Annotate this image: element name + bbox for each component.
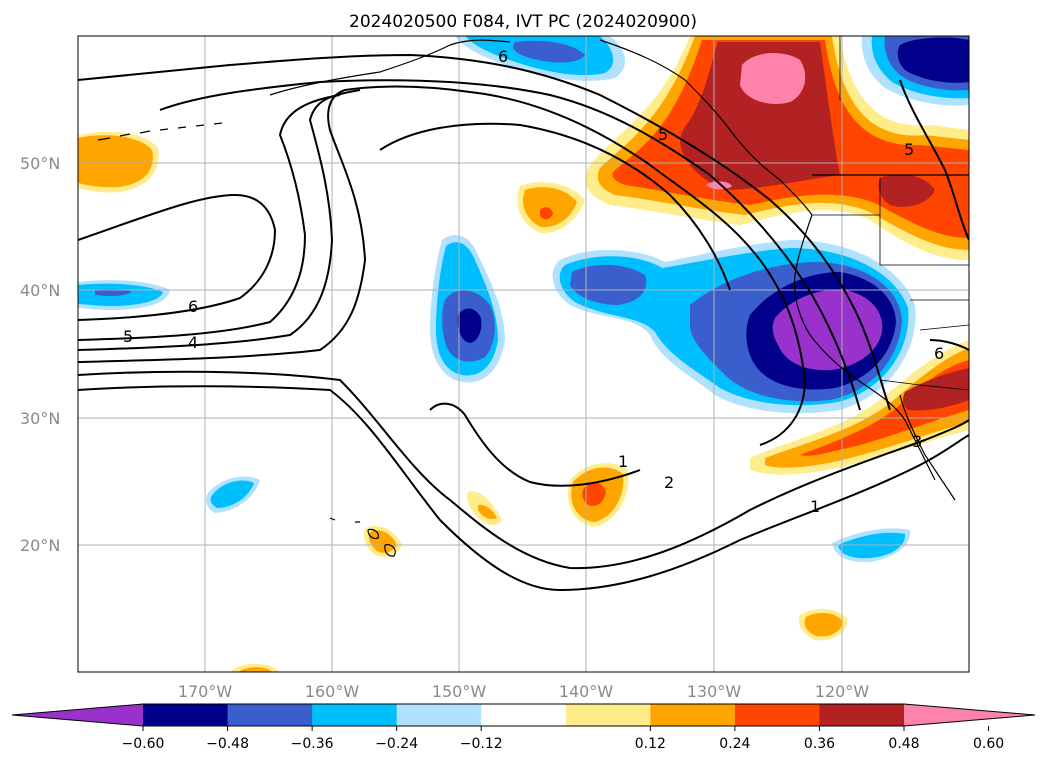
contour-label-2-south: 2 — [664, 473, 674, 492]
alaska-coast — [269, 39, 511, 96]
colorbar-tick-label: −0.36 — [291, 736, 334, 752]
contour-line-5 — [78, 94, 341, 341]
lat-label: 30°N — [20, 409, 60, 428]
colorbar-tick-label: 0.12 — [635, 736, 666, 752]
colorbar-tick-label: 0.48 — [888, 736, 919, 752]
contour-line-2 — [78, 370, 969, 570]
contour-label-5-east: 5 — [904, 140, 914, 159]
colorbar-segment — [650, 704, 736, 726]
colorbar-tick-label: −0.12 — [460, 736, 503, 752]
contour-line-12 — [429, 402, 641, 487]
lon-label: 120°W — [815, 682, 870, 701]
mexico-border — [879, 379, 969, 391]
contour-line-4 — [78, 89, 361, 351]
positive-anomaly-hawaii-inner — [368, 530, 397, 553]
colorbar-extend-high — [904, 704, 1035, 726]
lon-label: 140°W — [559, 682, 614, 701]
map-title: 2024020500 F084, IVT PC (2024020900) — [349, 12, 697, 32]
lon-label: 160°W — [305, 682, 360, 701]
positive-anomaly-south-inner — [804, 612, 843, 637]
contour-label-6-west: 6 — [188, 297, 198, 316]
positive-anomaly-ne-pacific-peak — [740, 53, 806, 105]
contour-label-1-south: 1 — [618, 452, 628, 471]
contour-label-3-east: 3 — [912, 432, 922, 451]
aleutian-islands — [97, 122, 223, 141]
positive-anomaly-small1-core — [540, 207, 553, 220]
negative-anomaly-gulf-alaska-core — [513, 40, 585, 63]
positive-anomaly-bottom-left-inner — [238, 667, 272, 672]
contour-label-5-west: 5 — [123, 327, 133, 346]
lon-label: 130°W — [687, 682, 742, 701]
map-area: 6 5 4 6 5 1 2 1 6 5 3 — [78, 36, 969, 672]
lat-label: 50°N — [20, 154, 60, 173]
shading-layer — [78, 36, 969, 672]
positive-anomaly-west-inner — [78, 135, 153, 188]
contour-label-6-east: 6 — [934, 344, 944, 363]
contour-line-6 — [78, 193, 277, 321]
positive-anomaly-small2-core — [582, 482, 606, 506]
positive-anomaly-ne-pacific-peak2 — [706, 181, 732, 190]
colorbar-tick-label: 0.60 — [973, 736, 1004, 752]
contour-label-5-north: 5 — [658, 125, 668, 144]
lon-label: 170°W — [178, 682, 233, 701]
colorbar-tick-label: −0.60 — [122, 736, 165, 752]
colorbar-tick-label: −0.24 — [375, 736, 418, 752]
colorbar-segment — [396, 704, 482, 726]
baja-coast — [899, 394, 956, 501]
contour-line-1 — [78, 385, 969, 592]
contour-line-10 — [899, 79, 969, 241]
colorbar-segment — [227, 704, 313, 726]
contour-line-8 — [159, 79, 861, 411]
coastlines — [97, 36, 969, 557]
latitude-labels: 50°N 40°N 30°N 20°N — [20, 154, 60, 555]
contour-line-3 — [78, 85, 807, 446]
colorbar-segment — [143, 704, 229, 726]
colorbar-segment — [481, 704, 567, 726]
positive-anomaly-subtropical-inner — [765, 348, 969, 468]
west-coast — [793, 214, 936, 481]
gridlines — [78, 36, 969, 672]
colorbar-tick-label: −0.48 — [206, 736, 249, 752]
contour-labels: 6 5 4 6 5 1 2 1 6 5 3 — [123, 47, 944, 516]
state-border-1 — [812, 214, 969, 266]
contours — [78, 53, 969, 592]
colorbar-tick-label: 0.24 — [719, 736, 750, 752]
contour-line-9 — [379, 122, 731, 291]
colorbar-segment — [312, 704, 398, 726]
negative-anomaly-ne-corner-max — [897, 37, 969, 83]
colorbar-extend-low — [12, 704, 143, 726]
contour-label-6-north: 6 — [498, 47, 508, 66]
colorbar-segment — [565, 704, 651, 726]
colorbar-segment — [819, 704, 905, 726]
negative-anomaly-mid-lobe — [570, 264, 647, 305]
longitude-labels: 170°W 160°W 150°W 140°W 130°W 120°W — [178, 682, 870, 701]
state-border-2 — [879, 178, 969, 331]
contour-line-7 — [78, 53, 891, 411]
contour-line-11 — [929, 339, 969, 351]
colorbar-tick-label: 0.36 — [804, 736, 835, 752]
positive-anomaly-small1-inner — [522, 187, 577, 228]
southeast-alaska-coast — [599, 39, 813, 216]
negative-anomaly-west-core — [95, 288, 132, 296]
lat-label: 20°N — [20, 536, 60, 555]
contour-label-1-southeast: 1 — [810, 497, 820, 516]
positive-anomaly-subtropical — [750, 340, 969, 475]
map-frame — [77, 35, 970, 673]
positive-anomaly-small3-inner — [478, 504, 497, 520]
colorbar: −0.60 −0.48 −0.36 −0.24 −0.12 0.12 0.24 0.36 0.4… — [11, 703, 1036, 752]
lat-label: 40°N — [20, 281, 60, 300]
negative-anomaly-small1-inner — [210, 480, 254, 508]
colorbar-segment — [734, 704, 820, 726]
contour-label-4-west: 4 — [188, 333, 198, 352]
hawaii-islands — [329, 517, 396, 557]
positive-anomaly-subtropical-max — [903, 368, 969, 411]
negative-anomaly-central-max — [457, 308, 482, 343]
positive-anomaly-inland — [878, 174, 935, 207]
lon-label: 150°W — [432, 682, 487, 701]
